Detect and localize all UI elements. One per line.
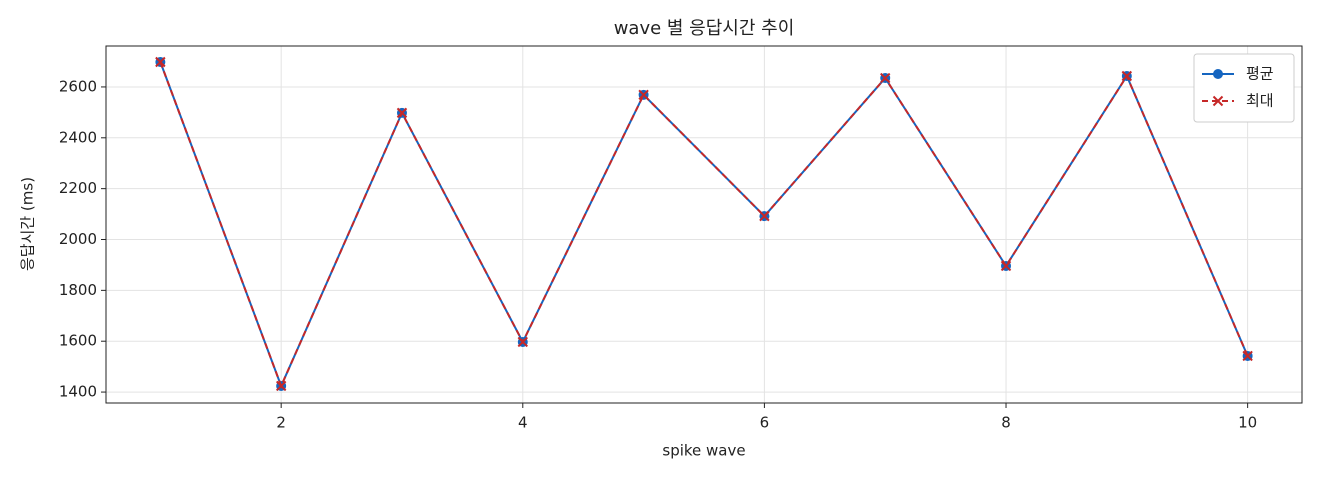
marker (155, 56, 166, 68)
x-tick-label: 4 (518, 414, 528, 432)
legend-marker (1213, 69, 1223, 79)
legend-marker (1212, 95, 1224, 107)
y-tick-label: 2200 (59, 179, 97, 197)
series-line (159, 61, 1249, 389)
legend-label: 최대 (1246, 92, 1274, 110)
legend-frame (1193, 53, 1295, 123)
y-tick-label: 2600 (59, 77, 97, 95)
x-tick-label: 6 (760, 414, 770, 432)
marker (1000, 260, 1012, 272)
x-tick-label: 10 (1238, 414, 1257, 432)
marker (759, 210, 770, 222)
marker (1121, 70, 1133, 82)
plot-frame (105, 45, 1303, 404)
y-tick-label: 2400 (59, 128, 97, 146)
x-axis-label: spike wave (662, 442, 745, 460)
legend-label: 평균 (1246, 65, 1274, 83)
y-tick-label: 1800 (59, 281, 97, 299)
y-tick-label: 1600 (59, 332, 97, 350)
x-tick-label: 2 (276, 414, 286, 432)
marker (517, 336, 528, 348)
y-axis-label: 응답시간 (ms) (19, 177, 37, 271)
marker (275, 380, 287, 392)
series-line (159, 61, 1249, 389)
marker (880, 72, 891, 84)
y-tick-label: 2000 (59, 230, 97, 248)
marker (396, 107, 408, 119)
y-tick-label: 1400 (59, 383, 97, 401)
marker (638, 89, 649, 101)
x-tick-label: 8 (1001, 414, 1011, 432)
chart-title: wave 별 응답시간 추이 (614, 18, 795, 39)
marker (1242, 350, 1253, 362)
